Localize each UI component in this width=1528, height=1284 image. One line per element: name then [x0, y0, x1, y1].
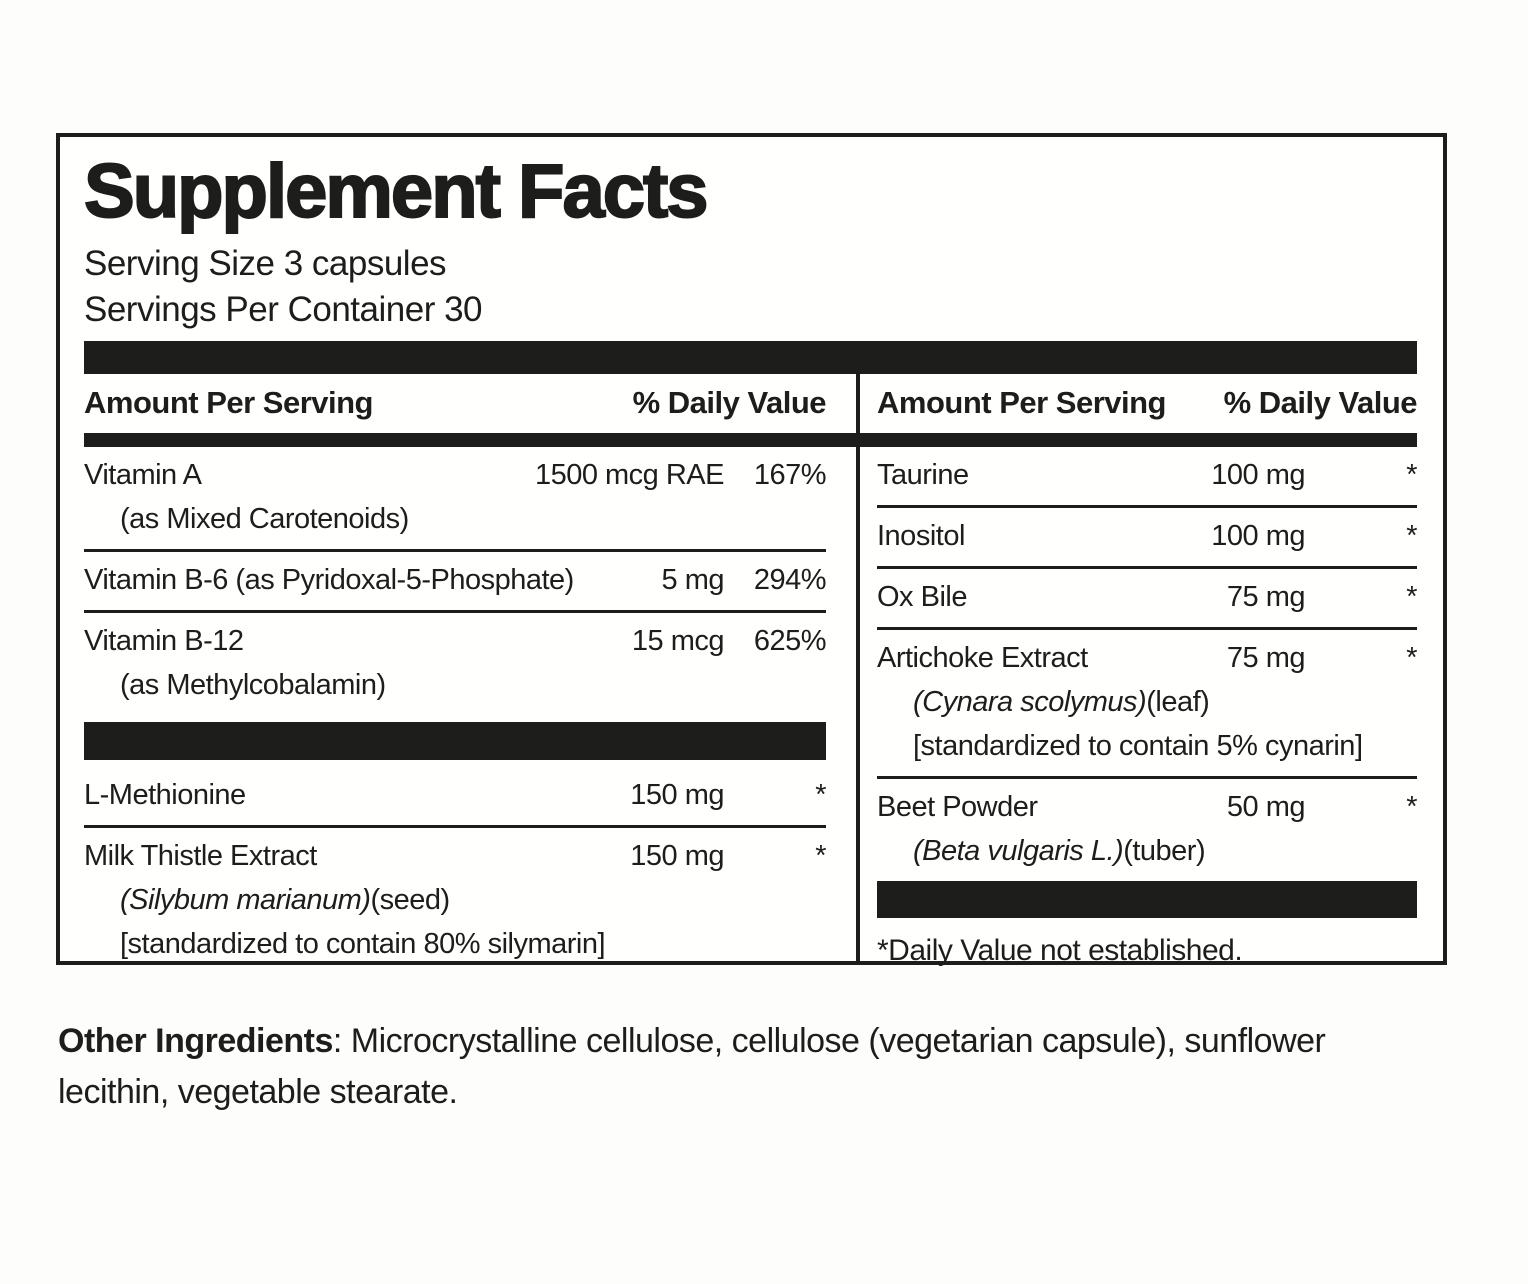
- ingredient-main-line: Artichoke Extract 75 mg *: [877, 636, 1418, 680]
- ingredient-daily-value: 294%: [753, 563, 827, 596]
- latin-name: (Silybum marianum): [120, 883, 371, 916]
- ingredient-daily-value: *: [1406, 790, 1417, 823]
- ingredient-main-line: Vitamin B-12 15 mcg 625%: [84, 619, 827, 663]
- ingredient-subline: [standardized to contain 5% cynarin]: [913, 729, 1363, 762]
- ingredient-amount: 15 mcg: [631, 624, 725, 657]
- ingredient-main-line: Milk Thistle Extract 150 mg *: [84, 834, 827, 878]
- serving-info: Serving Size 3 capsules Servings Per Con…: [84, 241, 1417, 333]
- left-column-header: Amount Per Serving % Daily Value: [84, 384, 827, 421]
- serving-size: Serving Size 3 capsules: [84, 243, 447, 283]
- latin-name: (Cynara scolymus): [913, 685, 1147, 718]
- ingredient-name: Vitamin A: [84, 458, 202, 491]
- column-divider: [856, 373, 860, 961]
- ingredient-row-l-methionine: L-Methionine 150 mg *: [84, 767, 827, 828]
- other-ingredients-label: Other Ingredients: [58, 1022, 333, 1060]
- separator-bar-header: [84, 432, 1417, 447]
- column-headers-row: Amount Per Serving % Daily Value Amount …: [84, 374, 1418, 433]
- ingredient-subline: (as Mixed Carotenoids): [120, 502, 409, 535]
- latin-name: (Beta vulgaris L.): [913, 834, 1124, 867]
- right-column-header: Amount Per Serving % Daily Value: [877, 384, 1418, 421]
- ingredient-subline: (Cynara scolymus)(leaf): [877, 680, 1417, 724]
- ingredient-row-vitamin-b12: Vitamin B-12 15 mcg 625% (as Methylcobal…: [84, 613, 827, 715]
- table-body: Vitamin A 1500 mcg RAE 167% (as Mixed Ca…: [84, 447, 1418, 967]
- ingredient-subline: (as Methylcobalamin): [120, 668, 386, 701]
- ingredient-amount: 150 mg: [630, 839, 724, 872]
- ingredient-amount: 50 mg: [1226, 790, 1306, 823]
- separator-bar-top: [84, 340, 1417, 374]
- other-ingredients: Other Ingredients: Microcrystalline cell…: [58, 1016, 1408, 1118]
- panel-title: Supplement Facts: [83, 149, 710, 234]
- plant-part: (seed): [370, 883, 450, 916]
- ingredient-name: Inositol: [877, 519, 965, 552]
- ingredient-row-inositol: Inositol 100 mg *: [877, 508, 1418, 569]
- ingredient-row-milk-thistle: Milk Thistle Extract 150 mg * (Silybum m…: [84, 828, 827, 974]
- plant-part: (leaf): [1146, 685, 1210, 718]
- ingredient-name: Vitamin B-6 (as Pyridoxal-5-Phosphate): [84, 563, 574, 596]
- other-ingredients-text: : Microcrystalline cellulose, cellulose …: [58, 1022, 1326, 1111]
- ingredient-row-artichoke: Artichoke Extract 75 mg * (Cynara scolym…: [877, 630, 1418, 779]
- servings-per-container: Servings Per Container 30: [84, 289, 483, 329]
- header-daily-value: % Daily Value: [632, 384, 827, 420]
- ingredient-name: Beet Powder: [877, 790, 1038, 823]
- separator-bar-right: [877, 880, 1417, 918]
- ingredient-main-line: Vitamin A 1500 mcg RAE 167%: [84, 453, 827, 497]
- ingredient-main-line: Ox Bile 75 mg *: [877, 575, 1418, 619]
- ingredient-daily-value: *: [815, 778, 826, 811]
- separator-bar-left: [84, 721, 826, 760]
- ingredient-amount: 150 mg: [630, 778, 724, 811]
- ingredient-amount: 1500 mcg RAE: [534, 458, 725, 491]
- ingredient-daily-value: *: [815, 839, 826, 872]
- ingredient-name: L-Methionine: [84, 778, 246, 811]
- ingredient-daily-value: *: [1406, 641, 1417, 674]
- ingredient-daily-value: 625%: [753, 624, 827, 657]
- ingredient-amount: 75 mg: [1226, 580, 1306, 613]
- ingredient-amount: 5 mg: [661, 563, 725, 596]
- header-daily-value: % Daily Value: [1223, 384, 1418, 420]
- ingredient-main-line: Beet Powder 50 mg *: [877, 785, 1418, 829]
- ingredient-subline: [standardized to contain 80% silymarin]: [120, 927, 606, 960]
- ingredient-row-taurine: Taurine 100 mg *: [877, 447, 1418, 508]
- ingredient-name: Taurine: [877, 458, 969, 491]
- ingredient-name: Ox Bile: [877, 580, 967, 613]
- plant-part: (tuber): [1123, 834, 1206, 867]
- ingredient-name: Milk Thistle Extract: [84, 839, 317, 872]
- ingredient-amount: 100 mg: [1211, 458, 1305, 491]
- header-amount-per-serving: Amount Per Serving: [84, 384, 374, 420]
- ingredient-row-vitamin-a: Vitamin A 1500 mcg RAE 167% (as Mixed Ca…: [84, 447, 827, 552]
- ingredient-row-ox-bile: Ox Bile 75 mg *: [877, 569, 1418, 630]
- ingredient-daily-value: *: [1406, 519, 1417, 552]
- daily-value-footnote: *Daily Value not established.: [877, 933, 1243, 967]
- ingredient-subline: (Beta vulgaris L.)(tuber): [877, 829, 1417, 873]
- ingredient-row-beet-powder: Beet Powder 50 mg * (Beta vulgaris L.)(t…: [877, 779, 1418, 881]
- ingredient-main-line: L-Methionine 150 mg *: [84, 773, 827, 817]
- left-column: Vitamin A 1500 mcg RAE 167% (as Mixed Ca…: [84, 447, 827, 961]
- ingredient-main-line: Vitamin B-6 (as Pyridoxal-5-Phosphate) 5…: [84, 558, 827, 602]
- ingredient-name: Vitamin B-12: [84, 624, 244, 657]
- ingredient-daily-value: 167%: [753, 458, 827, 491]
- ingredient-name: Artichoke Extract: [877, 641, 1088, 674]
- ingredient-amount: 75 mg: [1226, 641, 1306, 674]
- right-column: Taurine 100 mg * Inositol 100 mg * Ox Bi…: [877, 447, 1418, 967]
- supplement-facts-panel: Supplement Facts Serving Size 3 capsules…: [56, 133, 1447, 967]
- ingredient-daily-value: *: [1406, 458, 1417, 491]
- ingredient-row-vitamin-b6: Vitamin B-6 (as Pyridoxal-5-Phosphate) 5…: [84, 552, 827, 613]
- ingredient-amount: 100 mg: [1211, 519, 1305, 552]
- header-amount-per-serving: Amount Per Serving: [877, 384, 1167, 420]
- ingredient-subline: (Silybum marianum)(seed): [84, 878, 826, 922]
- ingredient-daily-value: *: [1406, 580, 1417, 613]
- ingredients-table: Amount Per Serving % Daily Value Amount …: [84, 373, 1418, 967]
- ingredient-main-line: Taurine 100 mg *: [877, 453, 1418, 497]
- ingredient-main-line: Inositol 100 mg *: [877, 514, 1418, 558]
